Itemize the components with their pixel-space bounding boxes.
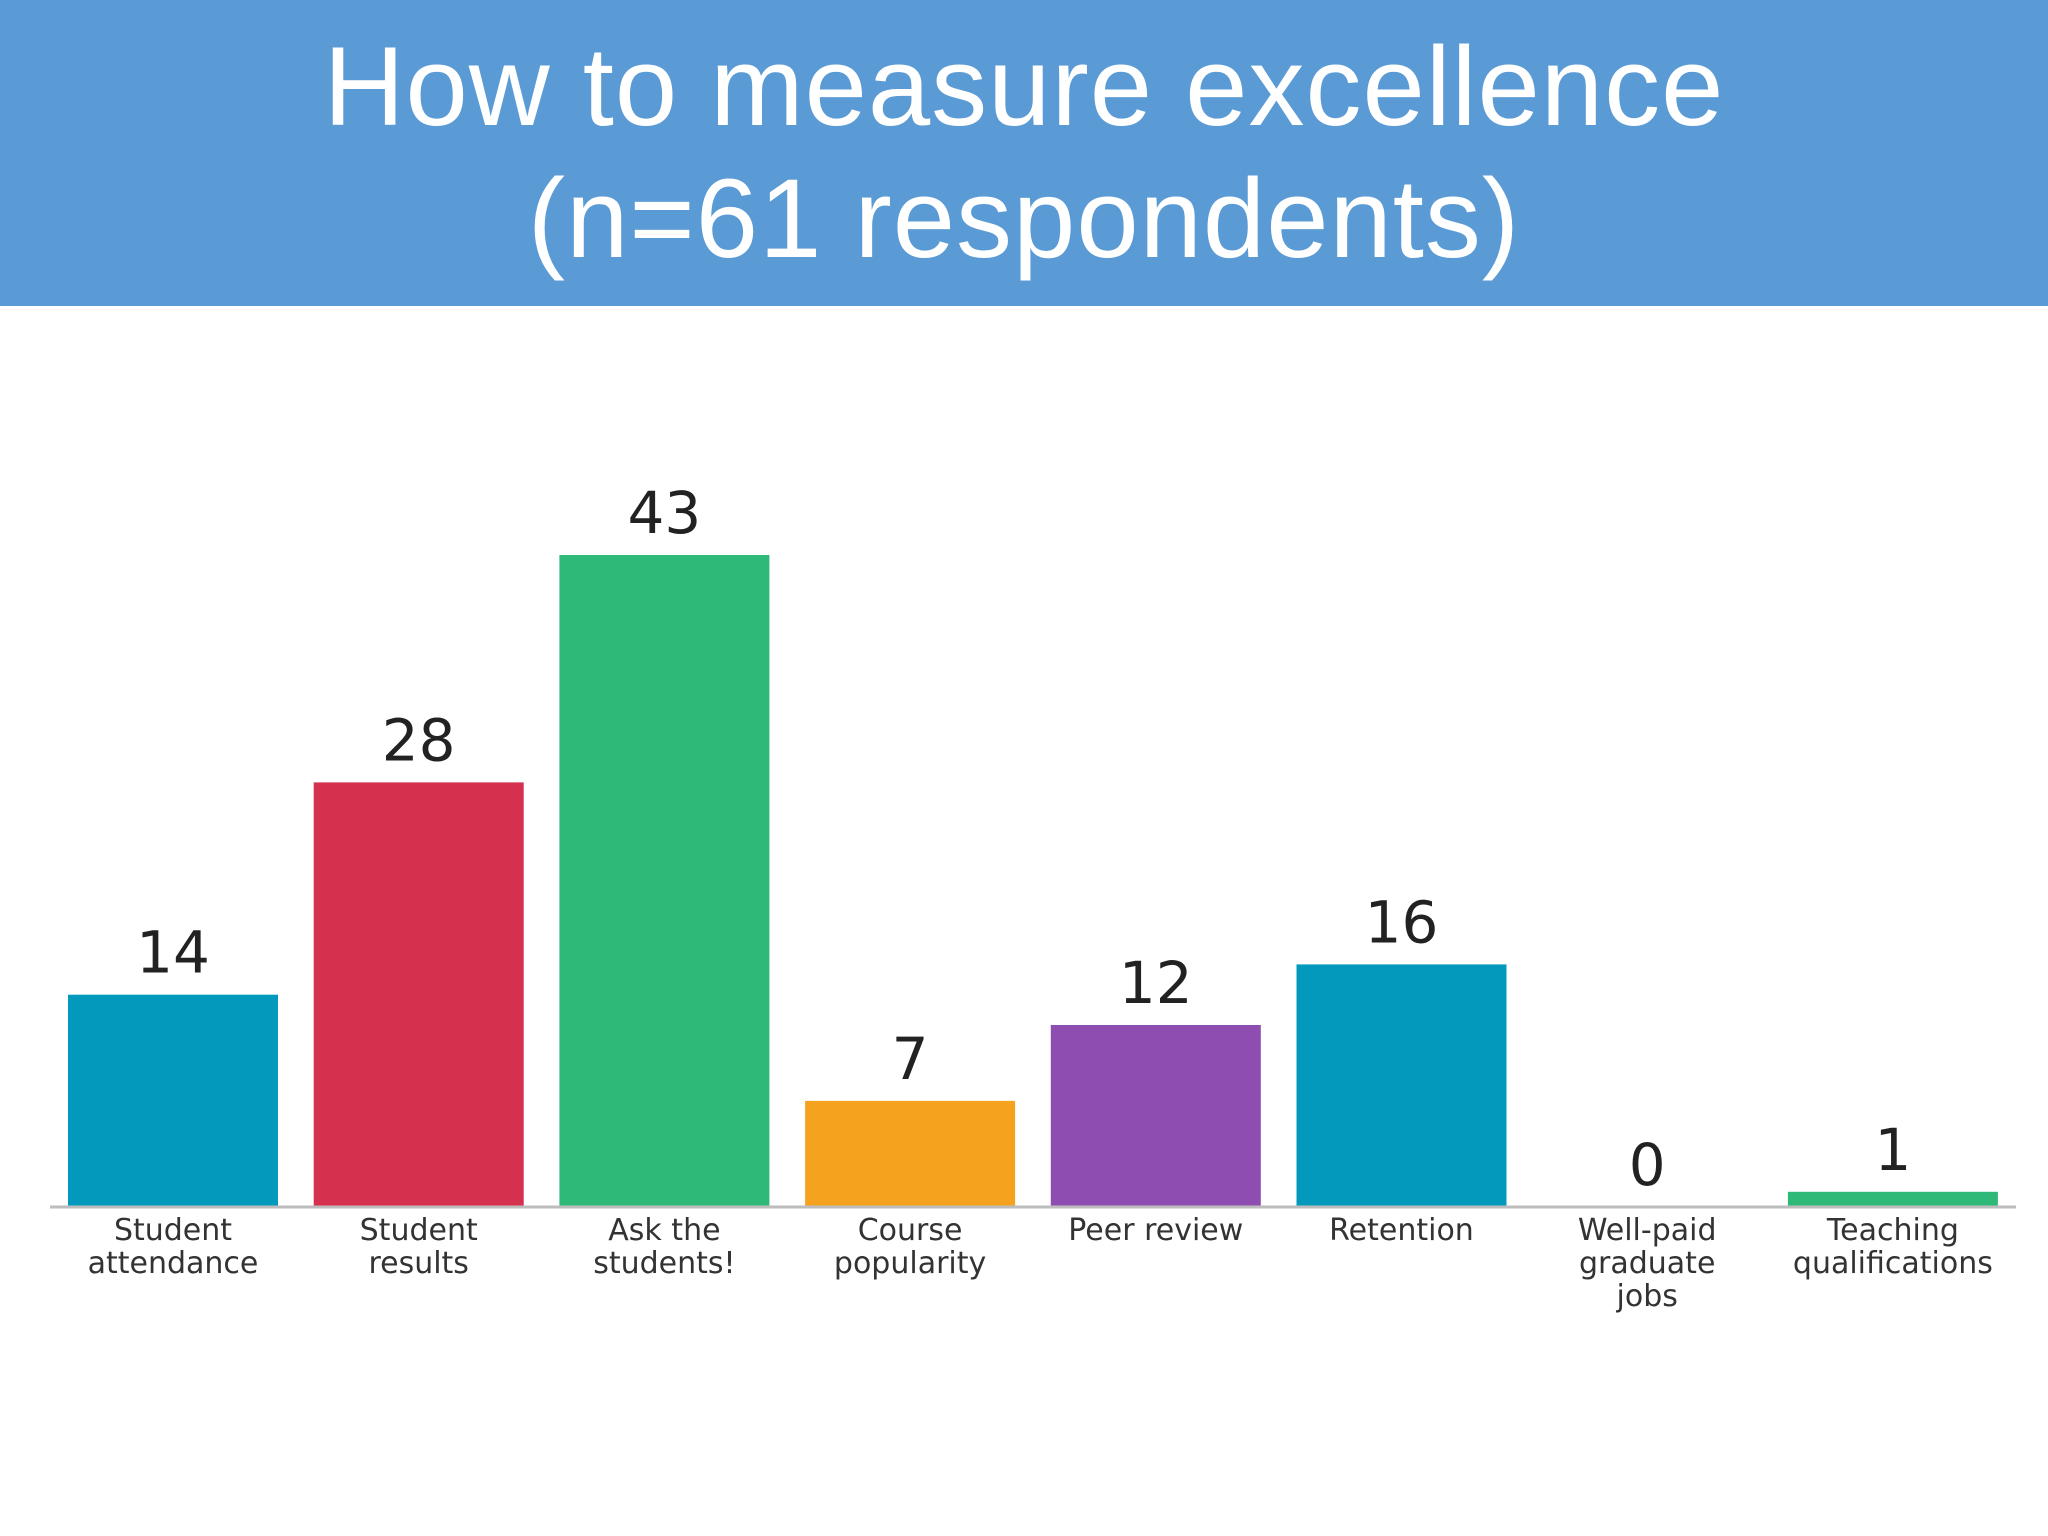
bar-3 xyxy=(805,1100,1016,1207)
bar-1 xyxy=(313,782,524,1207)
bar-7 xyxy=(1787,1191,1998,1207)
bar-2 xyxy=(559,555,770,1207)
value-label-0: 14 xyxy=(136,919,210,987)
category-label-1: Student results xyxy=(360,1213,478,1281)
value-label-5: 16 xyxy=(1365,888,1439,956)
category-label-2: Ask the students! xyxy=(593,1213,735,1281)
category-label-3: Course popularity xyxy=(834,1213,986,1281)
value-label-7: 1 xyxy=(1874,1116,1911,1184)
slide-title-line-2: (n=61 respondents) xyxy=(527,156,1521,281)
value-label-3: 7 xyxy=(892,1025,929,1093)
bar-0 xyxy=(68,994,278,1207)
value-label-1: 28 xyxy=(382,706,456,774)
value-label-2: 43 xyxy=(627,479,701,547)
category-label-4: Peer review xyxy=(1068,1213,1243,1248)
slide-title-line-1: How to measure excellence xyxy=(323,24,1725,149)
category-label-0: Student attendance xyxy=(88,1213,259,1281)
category-label-5: Retention xyxy=(1329,1213,1474,1248)
value-label-6: 0 xyxy=(1629,1131,1666,1199)
bar-5 xyxy=(1296,964,1507,1207)
category-label-6: Well-paid graduate jobs xyxy=(1578,1213,1717,1314)
value-label-4: 12 xyxy=(1119,949,1193,1017)
bar-4 xyxy=(1050,1025,1261,1207)
title-banner: How to measure excellence (n=61 responde… xyxy=(0,0,2048,306)
category-label-7: Teaching qualifications xyxy=(1793,1213,1993,1281)
